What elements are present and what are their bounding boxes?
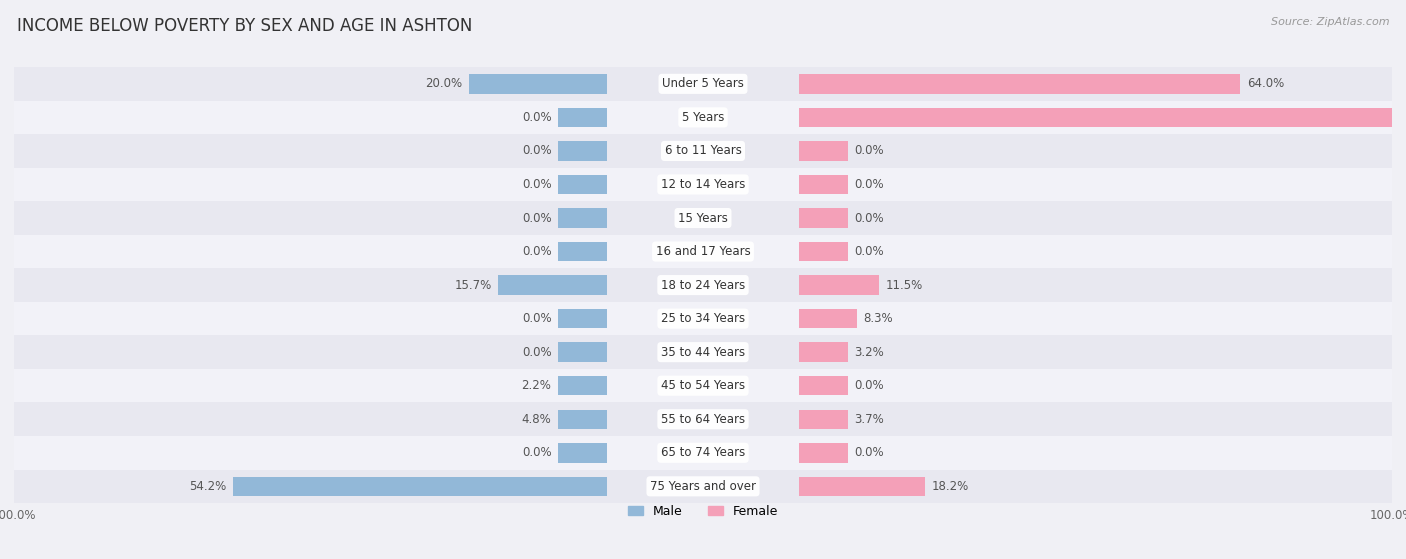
- Bar: [558, 343, 606, 362]
- Bar: [558, 443, 606, 462]
- Bar: [800, 477, 925, 496]
- Bar: [14, 268, 1392, 302]
- Text: 45 to 54 Years: 45 to 54 Years: [661, 379, 745, 392]
- Text: 12 to 14 Years: 12 to 14 Years: [661, 178, 745, 191]
- Text: 15.7%: 15.7%: [454, 278, 492, 292]
- Bar: [558, 209, 606, 228]
- Text: 54.2%: 54.2%: [188, 480, 226, 493]
- Bar: [14, 402, 1392, 436]
- Bar: [14, 101, 1392, 134]
- Text: 55 to 64 Years: 55 to 64 Years: [661, 413, 745, 426]
- Bar: [14, 302, 1392, 335]
- Text: 0.0%: 0.0%: [522, 211, 551, 225]
- Text: 75 Years and over: 75 Years and over: [650, 480, 756, 493]
- Bar: [558, 410, 606, 429]
- Bar: [14, 369, 1392, 402]
- Bar: [14, 67, 1392, 101]
- Text: 0.0%: 0.0%: [522, 178, 551, 191]
- Text: 0.0%: 0.0%: [522, 111, 551, 124]
- Bar: [14, 436, 1392, 470]
- Text: 25 to 34 Years: 25 to 34 Years: [661, 312, 745, 325]
- Text: 2.2%: 2.2%: [522, 379, 551, 392]
- Bar: [800, 410, 848, 429]
- Text: 0.0%: 0.0%: [855, 245, 884, 258]
- Bar: [800, 209, 848, 228]
- Bar: [14, 134, 1392, 168]
- Text: 0.0%: 0.0%: [855, 178, 884, 191]
- Text: 18 to 24 Years: 18 to 24 Years: [661, 278, 745, 292]
- Bar: [498, 276, 606, 295]
- Bar: [558, 242, 606, 261]
- Text: 5 Years: 5 Years: [682, 111, 724, 124]
- Bar: [800, 242, 848, 261]
- Text: 3.2%: 3.2%: [855, 345, 884, 359]
- Bar: [800, 74, 1240, 93]
- Text: 0.0%: 0.0%: [855, 211, 884, 225]
- Bar: [800, 141, 848, 160]
- Text: 0.0%: 0.0%: [522, 345, 551, 359]
- Text: 0.0%: 0.0%: [522, 312, 551, 325]
- Text: 0.0%: 0.0%: [522, 144, 551, 158]
- Bar: [14, 470, 1392, 503]
- Bar: [800, 443, 848, 462]
- Bar: [558, 108, 606, 127]
- Bar: [800, 376, 848, 395]
- Text: 4.8%: 4.8%: [522, 413, 551, 426]
- Text: 16 and 17 Years: 16 and 17 Years: [655, 245, 751, 258]
- Text: 0.0%: 0.0%: [855, 144, 884, 158]
- Bar: [468, 74, 606, 93]
- Text: 0.0%: 0.0%: [522, 245, 551, 258]
- Bar: [14, 335, 1392, 369]
- Text: 0.0%: 0.0%: [522, 446, 551, 459]
- Bar: [14, 235, 1392, 268]
- Bar: [800, 175, 848, 194]
- Bar: [558, 141, 606, 160]
- Text: Source: ZipAtlas.com: Source: ZipAtlas.com: [1271, 17, 1389, 27]
- Bar: [800, 276, 879, 295]
- Bar: [233, 477, 606, 496]
- Text: 8.3%: 8.3%: [863, 312, 893, 325]
- Bar: [800, 343, 848, 362]
- Bar: [800, 108, 1406, 127]
- Text: 20.0%: 20.0%: [425, 77, 461, 91]
- Bar: [14, 201, 1392, 235]
- Text: 0.0%: 0.0%: [855, 379, 884, 392]
- Text: 64.0%: 64.0%: [1247, 77, 1285, 91]
- Text: 6 to 11 Years: 6 to 11 Years: [665, 144, 741, 158]
- Text: Under 5 Years: Under 5 Years: [662, 77, 744, 91]
- Text: 35 to 44 Years: 35 to 44 Years: [661, 345, 745, 359]
- Legend: Male, Female: Male, Female: [623, 500, 783, 523]
- Bar: [558, 376, 606, 395]
- Text: 65 to 74 Years: 65 to 74 Years: [661, 446, 745, 459]
- Bar: [558, 175, 606, 194]
- Bar: [558, 309, 606, 328]
- Text: 11.5%: 11.5%: [886, 278, 922, 292]
- Text: 18.2%: 18.2%: [932, 480, 969, 493]
- Text: 15 Years: 15 Years: [678, 211, 728, 225]
- Text: 3.7%: 3.7%: [855, 413, 884, 426]
- Text: 0.0%: 0.0%: [855, 446, 884, 459]
- Bar: [800, 309, 856, 328]
- Bar: [14, 168, 1392, 201]
- Text: INCOME BELOW POVERTY BY SEX AND AGE IN ASHTON: INCOME BELOW POVERTY BY SEX AND AGE IN A…: [17, 17, 472, 35]
